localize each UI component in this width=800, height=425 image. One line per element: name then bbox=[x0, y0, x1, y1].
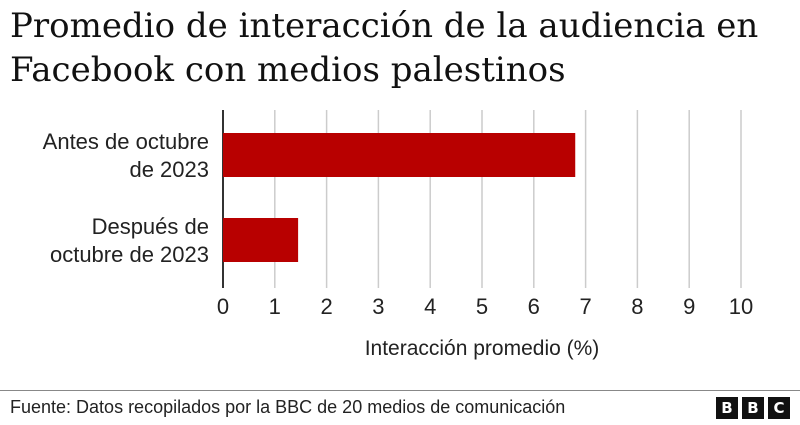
x-tick-label: 2 bbox=[320, 294, 332, 319]
x-tick-label: 9 bbox=[683, 294, 695, 319]
logo-letter: B bbox=[716, 397, 738, 419]
x-tick-labels: 0 1 2 3 4 5 6 7 8 9 10 bbox=[217, 294, 753, 319]
bar-chart: Antes de octubre de 2023 Después de octubre… bbox=[43, 110, 753, 360]
bars bbox=[223, 133, 576, 262]
category-label: Antes de octubre de 2023 bbox=[43, 129, 209, 182]
x-tick-label: 3 bbox=[372, 294, 384, 319]
logo-letter: B bbox=[742, 397, 764, 419]
bar bbox=[223, 218, 299, 262]
category-labels: Antes de octubre de 2023 Después de octubre… bbox=[43, 129, 209, 267]
x-tick-label: 7 bbox=[579, 294, 591, 319]
x-axis-label: Interacción promedio (%) bbox=[365, 337, 600, 360]
source-note: Fuente: Datos recopilados por la BBC de … bbox=[10, 397, 566, 417]
x-tick-label: 10 bbox=[729, 294, 753, 319]
x-tick-label: 8 bbox=[631, 294, 643, 319]
x-tick-label: 1 bbox=[269, 294, 281, 319]
bar bbox=[223, 133, 576, 177]
bbc-logo: B B C bbox=[716, 397, 790, 419]
x-tick-label: 5 bbox=[476, 294, 488, 319]
logo-letter: C bbox=[768, 397, 790, 419]
category-label: Después de octubre de 2023 bbox=[50, 214, 209, 267]
x-tick-label: 0 bbox=[217, 294, 229, 319]
chart-title: Promedio de interacción de la audiencia … bbox=[10, 6, 759, 90]
x-tick-label: 6 bbox=[528, 294, 540, 319]
x-tick-label: 4 bbox=[424, 294, 436, 319]
footer-divider bbox=[0, 390, 800, 391]
